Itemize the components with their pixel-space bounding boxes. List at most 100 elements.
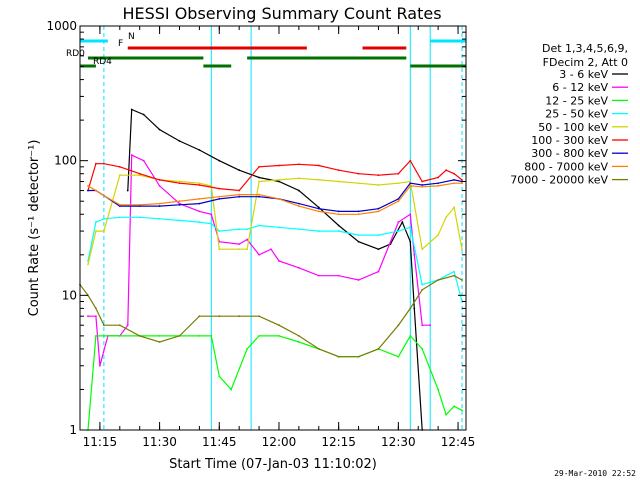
data-point — [158, 178, 161, 181]
data-point — [377, 174, 380, 177]
data-point — [178, 203, 181, 206]
data-point — [317, 210, 320, 213]
data-point — [158, 205, 161, 207]
data-point — [246, 348, 249, 350]
data-series — [79, 108, 463, 431]
data-point — [238, 243, 241, 246]
data-point — [377, 348, 380, 350]
data-point — [377, 234, 380, 237]
data-point — [317, 207, 320, 210]
legend-entry: 800 - 7000 keV — [524, 160, 628, 173]
data-point — [158, 202, 161, 205]
data-point — [198, 198, 201, 200]
flag-label: RD4 — [93, 57, 112, 67]
data-point — [437, 279, 440, 281]
data-point — [421, 185, 424, 188]
data-point — [178, 180, 181, 183]
data-point — [409, 184, 412, 187]
data-point — [377, 184, 380, 186]
data-point — [397, 172, 400, 175]
data-point — [238, 248, 241, 251]
data-point — [297, 334, 300, 337]
data-point — [461, 409, 463, 412]
data-point — [142, 113, 145, 116]
data-point — [210, 213, 213, 216]
legend-entry: 12 - 25 keV — [545, 94, 628, 107]
data-point — [258, 224, 260, 227]
series-line — [79, 275, 463, 358]
legend-header: FDecim 2, Att 0 — [543, 56, 628, 69]
data-point — [130, 154, 133, 156]
data-point — [95, 334, 97, 337]
data-point — [87, 315, 89, 318]
data-point — [421, 348, 424, 350]
data-point — [429, 324, 432, 327]
series-line — [88, 154, 431, 366]
data-point — [198, 221, 201, 223]
data-point — [409, 182, 412, 185]
series-line — [127, 108, 423, 431]
data-point — [95, 162, 97, 165]
data-point — [218, 198, 221, 200]
data-point — [142, 159, 145, 162]
data-point — [102, 194, 105, 197]
series-6 — [87, 178, 463, 213]
data-point — [409, 180, 412, 183]
data-point — [258, 253, 260, 256]
data-point — [445, 413, 448, 416]
data-point — [102, 217, 105, 220]
data-point — [437, 184, 440, 187]
x-tick-label: 12:45 — [441, 435, 476, 449]
data-point — [95, 230, 97, 232]
data-point — [297, 266, 300, 269]
data-point — [210, 184, 213, 187]
legend-entry: 100 - 300 keV — [531, 134, 628, 147]
data-point — [218, 187, 221, 190]
x-tick-label: 11:15 — [83, 435, 118, 449]
data-point — [118, 165, 121, 168]
data-point — [198, 202, 201, 205]
flag-f: F — [118, 39, 407, 50]
data-point — [258, 195, 260, 198]
data-point — [437, 388, 440, 391]
data-point — [453, 182, 455, 185]
data-point — [317, 164, 320, 167]
flag-label: N — [128, 32, 135, 42]
data-point — [453, 206, 455, 209]
data-point — [198, 315, 201, 318]
data-point — [102, 324, 105, 327]
data-point — [413, 307, 416, 310]
data-point — [198, 149, 201, 151]
data-point — [453, 274, 455, 277]
data-point — [218, 195, 221, 198]
data-point — [210, 222, 213, 225]
x-axis-label: Start Time (07-Jan-03 11:10:02) — [169, 457, 377, 472]
y-tick-label: 10 — [62, 288, 77, 302]
data-point — [218, 375, 221, 378]
data-point — [87, 189, 89, 192]
y-axis-label: Count Rate (s⁻¹ detector⁻¹) — [27, 140, 42, 317]
data-point — [297, 189, 300, 192]
series-line — [87, 334, 463, 431]
data-point — [377, 248, 380, 251]
data-point — [130, 108, 133, 111]
data-point — [246, 248, 249, 251]
legend-label: 6 - 12 keV — [552, 81, 608, 94]
data-point — [198, 210, 201, 213]
data-point — [317, 230, 320, 232]
attenuator-flags: NF RD0 RD4 — [66, 32, 466, 68]
legend-label: 50 - 100 keV — [538, 121, 608, 134]
data-point — [87, 184, 89, 187]
legend-entry: 25 - 50 keV — [545, 108, 628, 121]
data-point — [297, 205, 300, 207]
data-point — [238, 189, 241, 192]
legend-header: Det 1,3,4,5,6,9, — [542, 42, 628, 55]
data-point — [401, 221, 404, 223]
data-point — [198, 182, 201, 185]
data-point — [413, 253, 416, 256]
data-point — [210, 334, 213, 337]
data-point — [138, 174, 141, 177]
series-line — [87, 174, 463, 265]
data-point — [357, 240, 360, 243]
